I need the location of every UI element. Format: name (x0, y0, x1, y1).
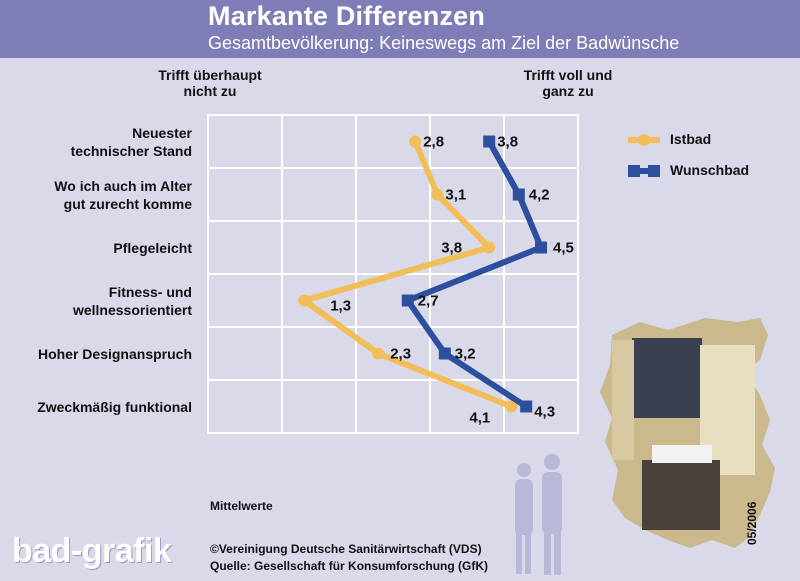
legend-istbad-label: Istbad (670, 131, 712, 147)
legend-wunschbad-label: Wunschbad (670, 162, 750, 178)
person-leg (554, 530, 561, 575)
data-label-istbad: 3,8 (441, 240, 462, 257)
mean-values-note: Mittelwerte (210, 499, 273, 513)
data-point-wunschbad (520, 400, 533, 413)
data-point-istbad (431, 188, 444, 201)
scale-high-line1: Trifft voll und (523, 67, 613, 83)
category-label-line: wellnessorientiert (72, 301, 192, 318)
legend-istbad-marker (638, 134, 650, 146)
bathroom-illustration (600, 318, 775, 548)
person-leg (525, 532, 531, 574)
page-title: Markante Differenzen (208, 1, 486, 31)
scale-high-line2: ganz zu (542, 83, 594, 99)
data-label-wunschbad: 4,2 (529, 187, 550, 204)
legend-wunschbad-marker-right (648, 165, 660, 177)
bathroom-tile (612, 340, 634, 460)
person-body (542, 472, 562, 534)
category-label: Fitness- und wellnessorientiert (73, 283, 192, 319)
person-head (544, 454, 560, 470)
data-point-wunschbad (512, 188, 525, 201)
series-line-istbad (297, 140, 513, 410)
legend (628, 134, 660, 177)
data-label-wunschbad: 3,8 (497, 134, 518, 151)
source-note: Quelle: Gesellschaft für Konsumforschung… (210, 559, 489, 573)
page-subtitle: Gesamtbevölkerung: Keineswegs am Ziel de… (208, 33, 680, 53)
person-leg (544, 530, 551, 575)
category-label-line: technischer Stand (70, 142, 192, 159)
category-label: Zweckmäßig funktional (37, 398, 192, 416)
header-banner: Markante Differenzen Gesamtbevölkerung: … (0, 0, 800, 58)
scale-low-label: Trifft überhaupt nicht zu (110, 67, 310, 99)
bathroom-mirror (632, 338, 702, 418)
data-label-istbad: 2,3 (390, 346, 411, 363)
category-label: Hoher Designanspruch (38, 345, 192, 363)
data-point-wunschbad (401, 294, 414, 307)
data-point-istbad (298, 294, 311, 307)
plot-area: 2,8 3,1 3,8 1,3 2,3 4,1 3,8 4,2 4,5 2,7 3,2 4,3 (207, 114, 579, 434)
category-label: Wo ich auch im Alter gut zurecht komme (54, 177, 192, 213)
person-body (515, 479, 533, 535)
data-label-istbad: 3,1 (445, 187, 466, 204)
data-point-wunschbad (483, 135, 496, 148)
data-point-wunschbad (438, 347, 451, 360)
category-label-line: Zweckmäßig funktional (37, 398, 192, 415)
category-label-line: gut zurecht komme (63, 195, 192, 212)
data-label-wunschbad: 4,5 (553, 240, 574, 257)
data-point-istbad (505, 400, 518, 413)
scale-low-line1: Trifft überhaupt (158, 67, 262, 83)
bathroom-cabinet (642, 460, 720, 530)
data-label-wunschbad: 3,2 (455, 346, 476, 363)
data-point-istbad (409, 135, 422, 148)
data-point-istbad (483, 241, 496, 254)
person-head (517, 463, 531, 477)
people-silhouettes (515, 454, 562, 575)
data-label-wunschbad: 4,3 (534, 404, 555, 421)
data-point-wunschbad (535, 241, 547, 254)
data-label-wunschbad: 2,7 (418, 293, 439, 310)
category-label-line: Neuester (132, 124, 192, 141)
category-label-line: Pflegeleicht (113, 239, 192, 256)
scale-high-label: Trifft voll und ganz zu (488, 67, 648, 99)
date-stamp: 05/2006 (745, 501, 759, 545)
copyright-note: ©Vereinigung Deutsche Sanitärwirtschaft … (210, 542, 482, 556)
category-label-line: Hoher Designanspruch (37, 345, 192, 362)
person-leg (516, 532, 522, 574)
data-label-istbad: 4,1 (469, 410, 490, 427)
bad-grafik-logo: bad-grafik (12, 532, 172, 570)
series-line-wunschbad (403, 140, 545, 410)
category-label-line: Fitness- und (108, 283, 192, 300)
data-label-istbad: 1,3 (330, 298, 351, 315)
bathroom-basin (652, 445, 712, 463)
scale-low-line2: nicht zu (183, 83, 237, 99)
data-label-istbad: 2,8 (423, 134, 444, 151)
legend-wunschbad-marker-left (628, 165, 640, 177)
category-label: Neuester technischer Stand (71, 124, 192, 160)
category-label-line: Wo ich auch im Alter (54, 177, 192, 194)
data-point-istbad (372, 347, 385, 360)
category-label: Pflegeleicht (113, 239, 192, 257)
